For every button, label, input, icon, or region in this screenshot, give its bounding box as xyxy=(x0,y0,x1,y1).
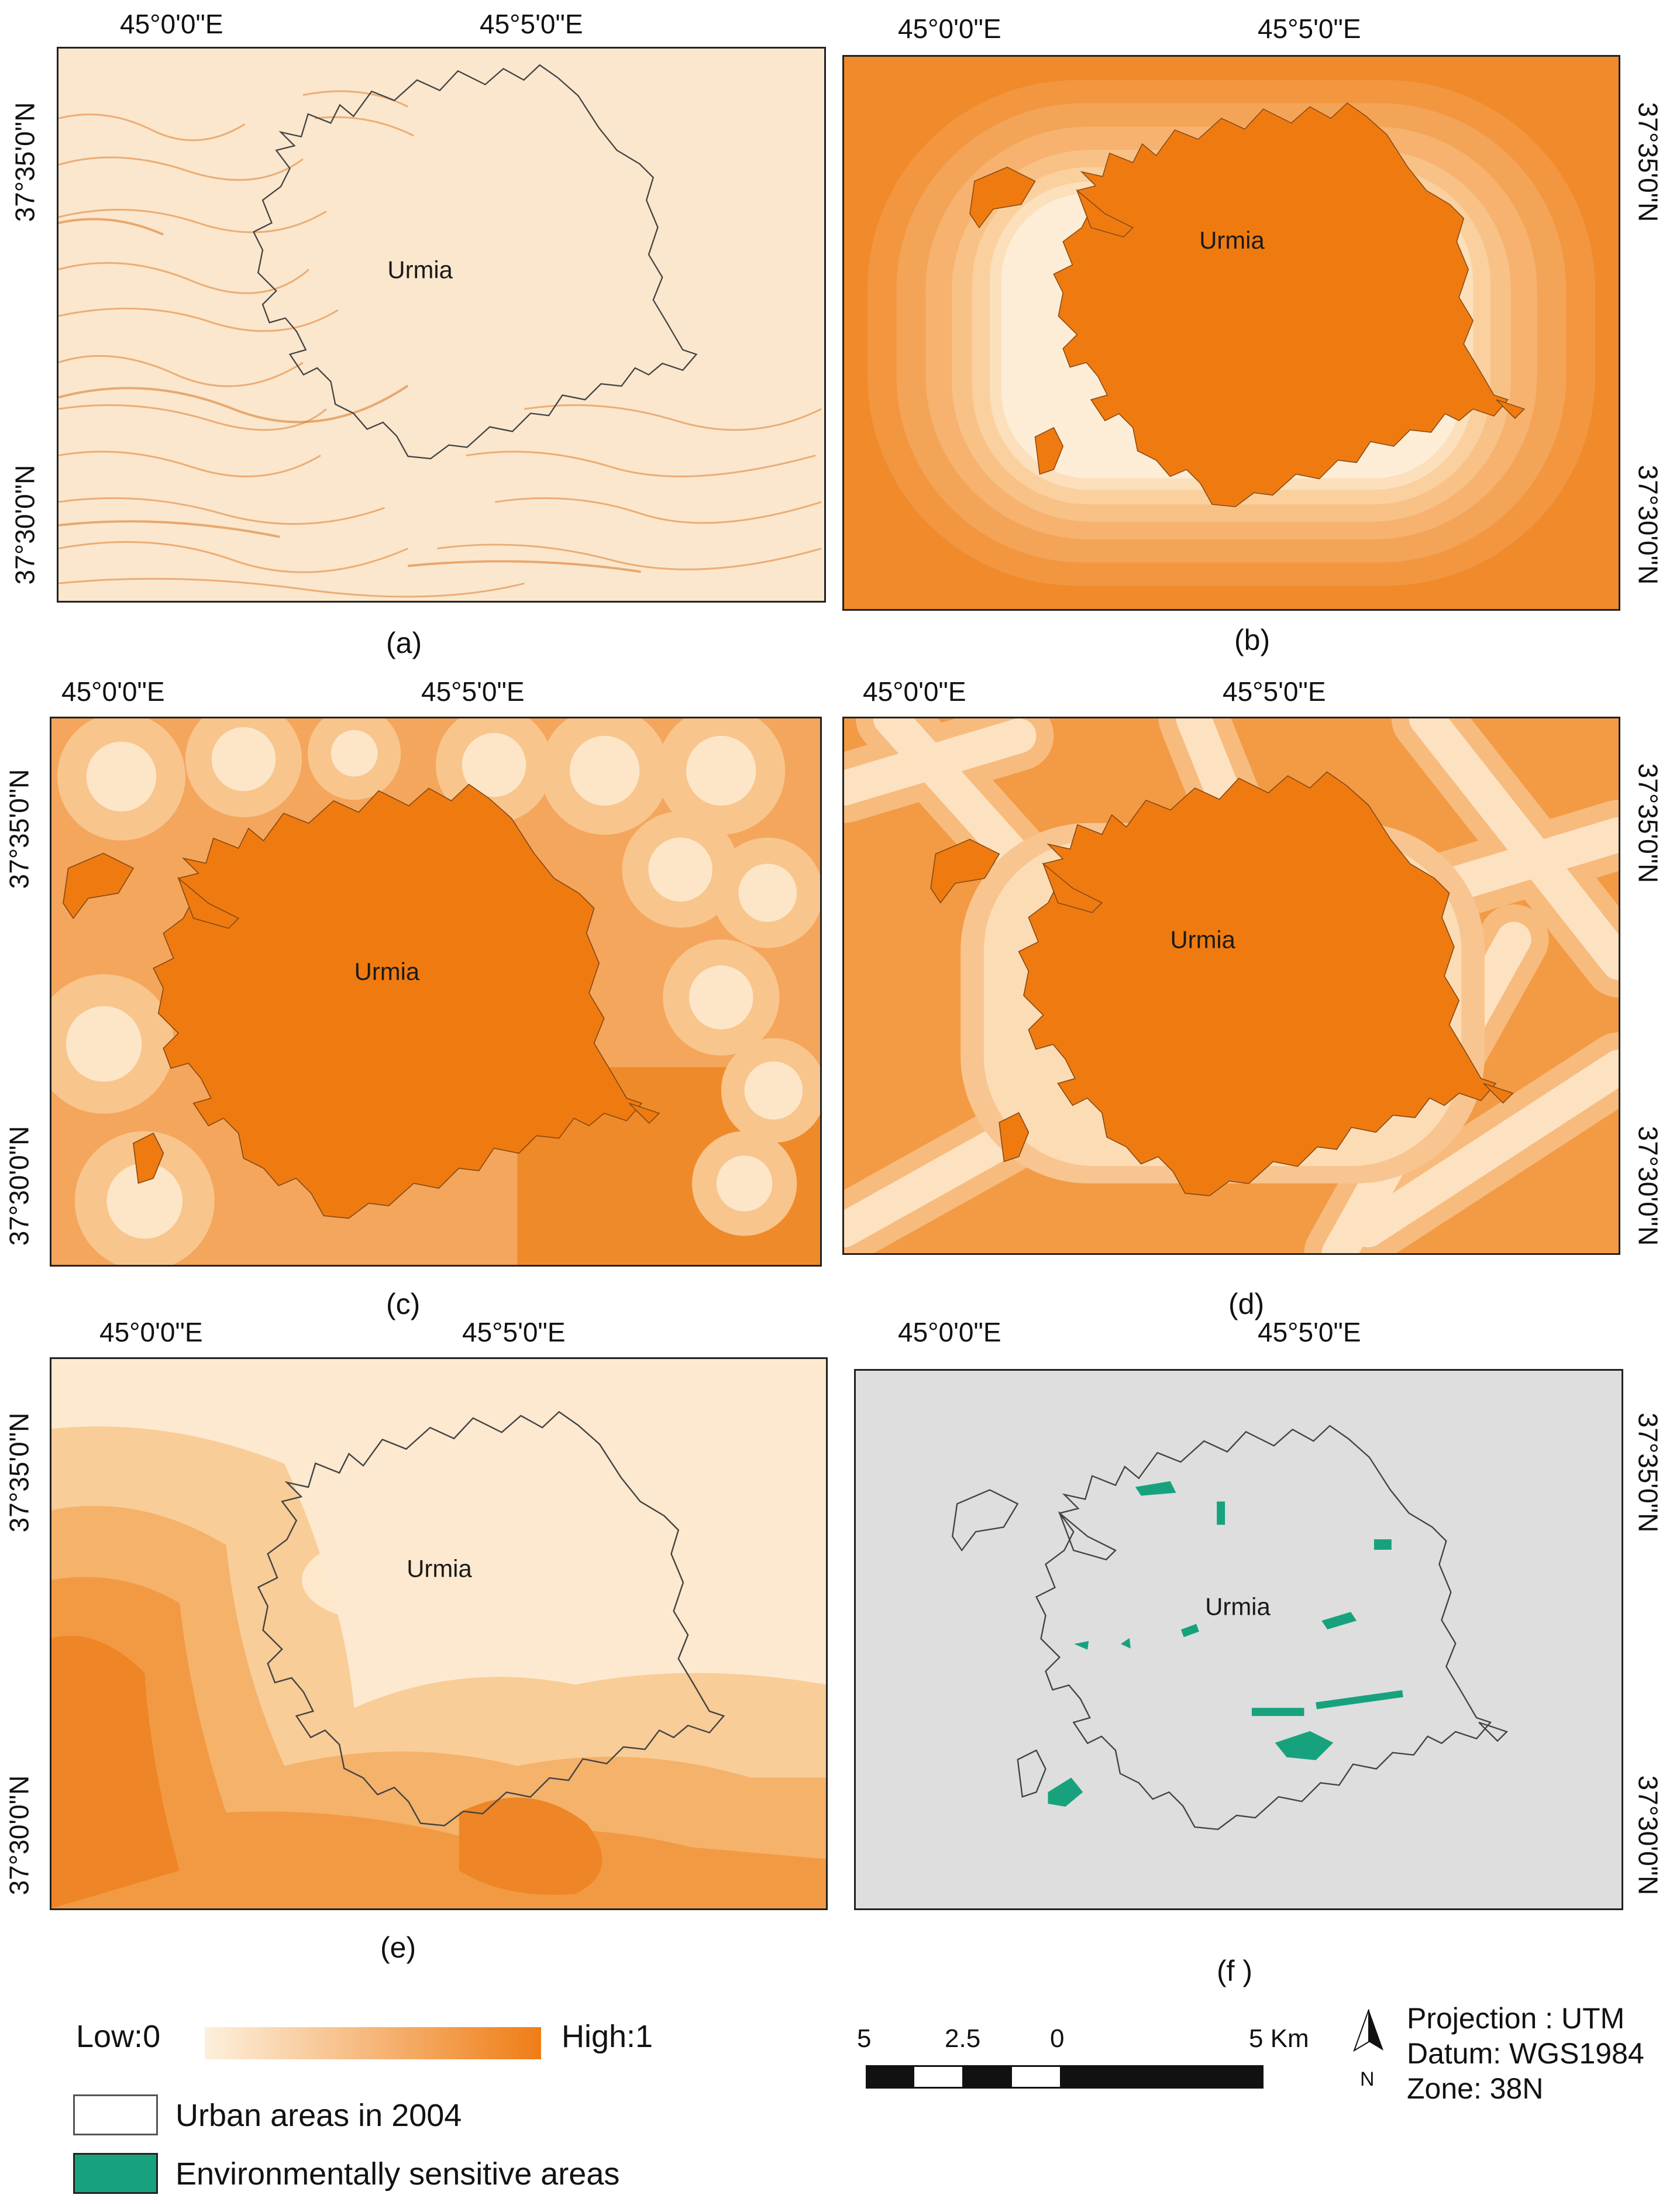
city-label: Urmia xyxy=(387,256,453,284)
scale-bar-body xyxy=(866,2065,1264,2089)
map-c: Urmia xyxy=(50,717,822,1267)
lat-label-0: 37°35'0"N xyxy=(1633,102,1664,222)
panel-caption: (b) xyxy=(1234,624,1271,656)
legend-urban-label: Urban areas in 2004 xyxy=(175,2098,462,2133)
lon-label-0: 45°0'0"E xyxy=(898,13,1001,44)
legend-gradient-bar xyxy=(205,2027,541,2059)
lat-label-1: 37°30'0"N xyxy=(4,1126,35,1246)
city-label: Urmia xyxy=(354,958,420,985)
lon-label-1: 45°5'0"E xyxy=(462,1317,566,1347)
lon-label-1: 45°5'0"E xyxy=(421,676,525,707)
lat-label-0: 37°35'0"N xyxy=(4,769,35,889)
legend-low-label: Low:0 xyxy=(76,2019,161,2054)
scale-label-2: 0 xyxy=(1050,2024,1065,2053)
lon-label-1: 45°5'0"E xyxy=(480,9,583,39)
scale-label-0: 5 xyxy=(857,2024,872,2053)
lat-label-1: 37°30'0"N xyxy=(1633,1775,1664,1896)
city-label: Urmia xyxy=(1170,926,1235,953)
lon-label-1: 45°5'0"E xyxy=(1223,676,1326,707)
map-d: Urmia xyxy=(842,717,1620,1255)
projection-text: Projection : UTM xyxy=(1407,2002,1625,2035)
lat-label-0: 37°35'0"N xyxy=(9,102,40,222)
map-e: Urmia xyxy=(50,1357,828,1910)
map-b: Urmia xyxy=(842,55,1620,611)
urban-swatch xyxy=(73,2094,158,2135)
zone-text: Zone: 38N xyxy=(1407,2072,1544,2105)
lat-label-1: 37°30'0"N xyxy=(1633,465,1664,585)
lon-label-0: 45°0'0"E xyxy=(120,9,223,39)
scale-label-1: 2.5 xyxy=(945,2024,981,2053)
sensitive-swatch xyxy=(73,2153,158,2194)
panel-caption: (a) xyxy=(386,627,422,659)
lon-label-1: 45°5'0"E xyxy=(1258,13,1361,44)
datum-text: Datum: WGS1984 xyxy=(1407,2037,1644,2070)
lon-label-0: 45°0'0"E xyxy=(61,676,165,707)
scale-label-3: 5 Km xyxy=(1249,2024,1309,2053)
map-f: Urmia xyxy=(854,1369,1623,1910)
panel-caption: (d) xyxy=(1228,1288,1265,1320)
panel-caption: (e) xyxy=(380,1931,416,1964)
lat-label-1: 37°30'0"N xyxy=(9,465,40,585)
lon-label-1: 45°5'0"E xyxy=(1258,1317,1361,1347)
city-label: Urmia xyxy=(407,1555,472,1583)
lat-label-1: 37°30'0"N xyxy=(1633,1126,1664,1246)
city-label: Urmia xyxy=(1199,226,1265,254)
panel-caption: (c) xyxy=(386,1288,421,1320)
lat-label-0: 37°35'0"N xyxy=(1633,763,1664,883)
legend-high-label: High:1 xyxy=(562,2019,653,2054)
north-arrow-icon xyxy=(1353,2009,1383,2052)
lat-label-1: 37°30'0"N xyxy=(4,1775,35,1896)
legend-sensitive-label: Environmentally sensitive areas xyxy=(175,2156,620,2192)
lon-label-0: 45°0'0"E xyxy=(99,1317,203,1347)
lat-label-0: 37°35'0"N xyxy=(1633,1412,1664,1533)
lat-label-0: 37°35'0"N xyxy=(4,1412,35,1533)
map-a: Urmia xyxy=(57,47,826,603)
north-label: N xyxy=(1360,2068,1375,2090)
lon-label-0: 45°0'0"E xyxy=(898,1317,1001,1347)
panel-caption: (f ) xyxy=(1217,1955,1253,1987)
city-label: Urmia xyxy=(1205,1592,1271,1620)
lon-label-0: 45°0'0"E xyxy=(863,676,966,707)
